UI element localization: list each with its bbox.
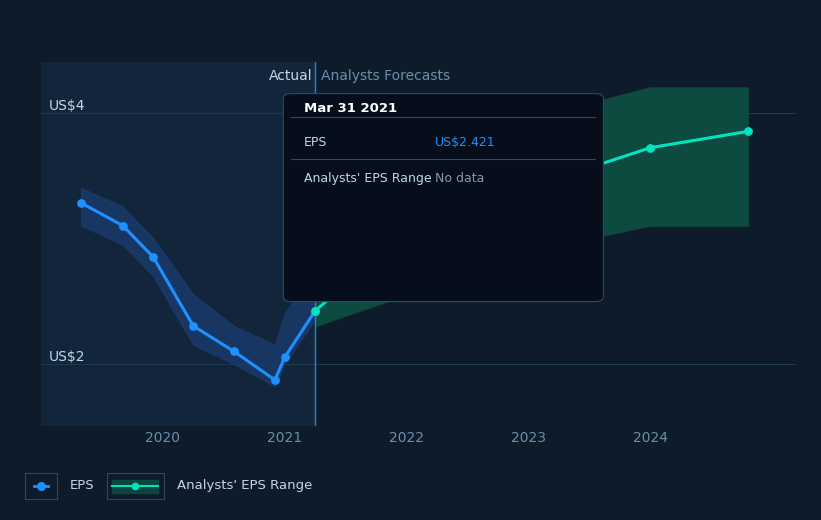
Point: [278, 353, 291, 361]
Point: [75, 199, 88, 207]
Text: Analysts Forecasts: Analysts Forecasts: [321, 69, 451, 83]
Point: [227, 347, 240, 355]
Point: [34, 482, 48, 490]
Text: US$2.421: US$2.421: [435, 136, 496, 149]
Point: [741, 127, 754, 136]
Point: [644, 144, 657, 152]
Text: Analysts' EPS Range: Analysts' EPS Range: [304, 172, 431, 185]
Point: [186, 322, 200, 330]
Text: Actual: Actual: [269, 69, 313, 83]
Point: [116, 222, 129, 230]
Text: EPS: EPS: [304, 136, 327, 149]
Point: [522, 184, 535, 192]
Text: US$2: US$2: [48, 349, 85, 363]
Point: [147, 253, 160, 261]
Text: No data: No data: [435, 172, 484, 185]
Text: Mar 31 2021: Mar 31 2021: [304, 102, 397, 115]
Point: [129, 482, 142, 490]
Bar: [41, 62, 315, 426]
Text: EPS: EPS: [70, 479, 94, 492]
Point: [268, 376, 282, 384]
Point: [309, 307, 322, 315]
Text: US$4: US$4: [48, 99, 85, 113]
Point: [309, 307, 322, 315]
Text: Analysts' EPS Range: Analysts' EPS Range: [177, 479, 312, 492]
Point: [400, 228, 413, 236]
